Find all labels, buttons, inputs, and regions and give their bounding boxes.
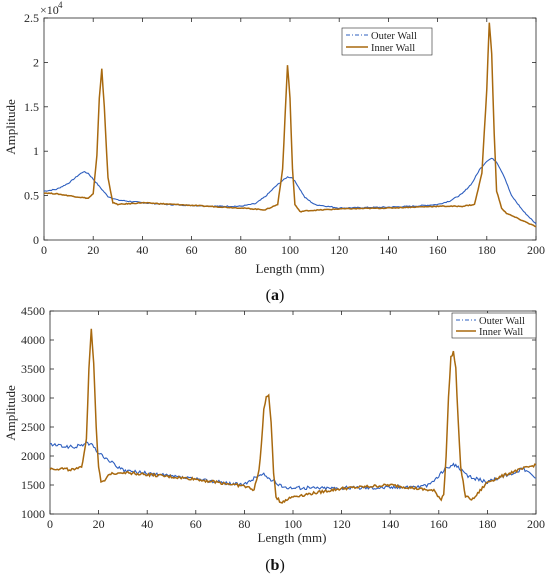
- panel-b-ytick-label: 2500: [21, 420, 45, 434]
- panel-b-xtick-label: 180: [478, 517, 496, 531]
- panel-a-xtick-label: 160: [429, 243, 447, 257]
- panel-b-xtick-label: 160: [430, 517, 448, 531]
- panel-b-ytick-label: 2000: [21, 449, 45, 463]
- panel-a-xtick-label: 20: [87, 243, 99, 257]
- panel-b-xtick-label: 0: [47, 517, 53, 531]
- panel-a-ytick-label: 0.5: [24, 189, 39, 203]
- panel-b: 0 20 40 60 80 100 120 140 160 180 200 1000 1500 2000 2…: [3, 304, 545, 574]
- panel-a-xtick-label: 0: [41, 243, 47, 257]
- panel-b-series: [49, 328, 537, 504]
- panel-a-ylabel: Amplitude: [3, 99, 18, 155]
- panel-a-xtick-label: 80: [235, 243, 247, 257]
- panel-b-caption: (b): [265, 557, 285, 574]
- panel-b-ytick-label: 3500: [21, 362, 45, 376]
- panel-b-xtick-label: 40: [141, 517, 153, 531]
- panel-a-caption-open: (: [266, 287, 271, 304]
- panel-a-caption: (a): [266, 287, 285, 304]
- panel-a-xtick-label: 100: [281, 243, 299, 257]
- panel-a-ytick-label: 2: [33, 55, 39, 69]
- panel-b-caption-open: (: [265, 557, 270, 574]
- panel-b-caption-letter: b: [271, 557, 280, 574]
- panel-b-ytick-label: 1500: [21, 478, 45, 492]
- panel-b-xtick-label: 100: [284, 517, 302, 531]
- panel-a-ytick-label: 1.5: [24, 100, 39, 114]
- panel-b-ylabel: Amplitude: [3, 385, 18, 441]
- panel-a-caption-close: ): [279, 287, 284, 304]
- panel-a-series-outer-wall: [43, 157, 537, 225]
- panel-b-xlabel: Length (mm): [258, 530, 327, 545]
- panel-a-ytick-label: 2.5: [24, 11, 39, 25]
- panel-a-legend-box: [341, 27, 433, 56]
- panel-b-legend-outer-label: Outer Wall: [479, 316, 525, 327]
- panel-a-legend-outer-label: Outer Wall: [371, 31, 417, 42]
- panel-a-xtick-label: 180: [478, 243, 496, 257]
- panel-b-xtick-label: 120: [333, 517, 351, 531]
- panel-b-xtick-label: 20: [93, 517, 105, 531]
- panel-b-xtick-label: 80: [238, 517, 250, 531]
- panel-a-exponent-power: 4: [58, 0, 63, 10]
- panel-a-legend: Outer Wall Inner Wall: [341, 27, 433, 56]
- panel-a-xtick-label: 60: [186, 243, 198, 257]
- panel-b-series-outer-wall: [49, 441, 537, 491]
- panel-b-caption-close: ): [279, 557, 284, 574]
- panel-b-xtick-label: 60: [190, 517, 202, 531]
- panel-a-xtick-label: 40: [136, 243, 148, 257]
- panel-a-ytick-label: 0: [33, 233, 39, 247]
- panel-a-xtick-label: 200: [527, 243, 545, 257]
- panel-a-series-inner-wall: [43, 22, 537, 228]
- panel-b-legend: Outer Wall Inner Wall: [451, 312, 537, 339]
- panel-b-xtick-label: 140: [381, 517, 399, 531]
- panel-b-ytick-label: 3000: [21, 391, 45, 405]
- panel-a-caption-letter: a: [271, 287, 279, 304]
- panel-a-ytick-label: 1: [33, 144, 39, 158]
- panel-a-exponent: ×10 4: [40, 0, 63, 17]
- panel-b-ytick-label: 4500: [21, 304, 45, 318]
- panel-b-ticks: 0 20 40 60 80 100 120 140 160 180 200 1000 1500 2000 2…: [21, 304, 545, 531]
- panel-b-ytick-label: 4000: [21, 333, 45, 347]
- panel-a-legend-inner-label: Inner Wall: [371, 43, 415, 54]
- panel-b-series-inner-wall: [49, 328, 537, 504]
- panel-b-legend-box: [451, 312, 537, 339]
- panel-a-xtick-label: 140: [379, 243, 397, 257]
- panel-a-exponent-base: ×10: [40, 3, 59, 17]
- panel-b-ytick-label: 1000: [21, 507, 45, 521]
- panel-a-xtick-label: 120: [330, 243, 348, 257]
- panel-a-xlabel: Length (mm): [256, 261, 325, 276]
- panel-a-ticks: 0 20 40 60 80 100 120 140 160 180 200 0 0.5 1 1.5 2 2.5: [24, 11, 545, 257]
- panel-a: 0 20 40 60 80 100 120 140 160 180 20000.511.522.5 …: [3, 0, 545, 304]
- panel-a-series: [43, 22, 537, 228]
- panel-b-xtick-label: 200: [527, 517, 545, 531]
- panel-b-legend-inner-label: Inner Wall: [479, 327, 523, 338]
